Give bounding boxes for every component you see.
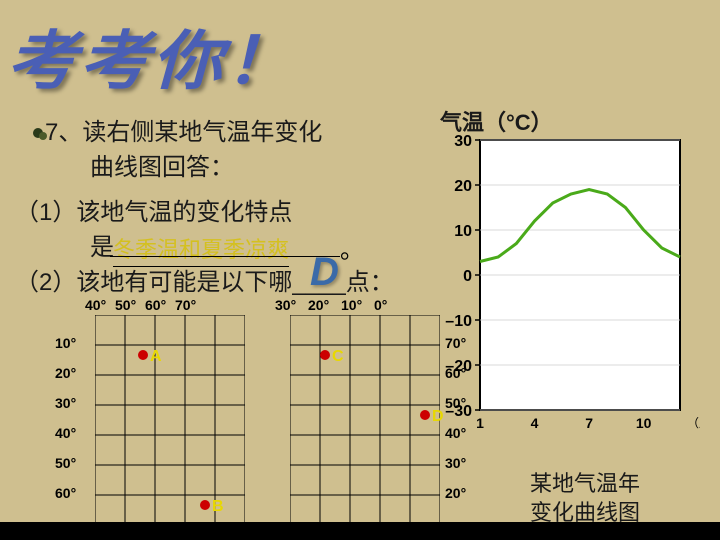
grid1-top-label: 70° bbox=[175, 297, 196, 313]
question-line-3: （1）该地气温的变化特点 bbox=[15, 195, 292, 231]
grid1-left-label: 60° bbox=[55, 485, 76, 501]
grid1-left-label: 20° bbox=[55, 365, 76, 381]
answer-1: 冬季温和夏季凉爽 bbox=[113, 232, 289, 267]
grid1-top-label: 40° bbox=[85, 297, 106, 313]
grid2-right-label: 20° bbox=[445, 485, 466, 501]
grid1-top-label: 60° bbox=[145, 297, 166, 313]
svg-text:30: 30 bbox=[454, 135, 472, 150]
grid1-left-label: 50° bbox=[55, 455, 76, 471]
map-point-b bbox=[200, 500, 210, 510]
grid2-right-label: 40° bbox=[445, 425, 466, 441]
map-point-d bbox=[420, 410, 430, 420]
map-label-b: B bbox=[212, 498, 224, 516]
question-line-4: 是 bbox=[90, 230, 114, 266]
svg-text:1: 1 bbox=[476, 415, 484, 431]
grid2-right-label: 50° bbox=[445, 395, 466, 411]
temperature-chart: 3020100–10–20–30 14710 （月） bbox=[440, 135, 700, 435]
svg-text:10: 10 bbox=[454, 223, 472, 240]
grid2-right-label: 30° bbox=[445, 455, 466, 471]
chart-caption: 某地气温年 变化曲线图 bbox=[530, 470, 640, 527]
bottom-bar bbox=[0, 522, 720, 540]
temp-chart-svg: 3020100–10–20–30 14710 （月） bbox=[440, 135, 700, 445]
svg-text:20: 20 bbox=[454, 178, 472, 195]
svg-text:7: 7 bbox=[585, 415, 593, 431]
map-label-d: D bbox=[432, 408, 444, 426]
grid1-left-label: 30° bbox=[55, 395, 76, 411]
map-point-a bbox=[138, 350, 148, 360]
answer-1-underline bbox=[110, 256, 340, 257]
grid2-top-label: 20° bbox=[308, 297, 329, 313]
svg-text:4: 4 bbox=[531, 415, 539, 431]
grid2-right-label: 60° bbox=[445, 365, 466, 381]
grid2-top-label: 0° bbox=[374, 297, 387, 313]
slide-title: 考考你！ bbox=[7, 10, 297, 102]
chart-axis-title: 气温（°C） bbox=[440, 105, 553, 137]
map-label-c: C bbox=[332, 348, 344, 366]
map-grid-2 bbox=[290, 315, 440, 540]
svg-text:10: 10 bbox=[636, 415, 652, 431]
svg-text:0: 0 bbox=[463, 268, 472, 285]
grid1-left-label: 10° bbox=[55, 335, 76, 351]
map-point-c bbox=[320, 350, 330, 360]
q4-suffix: 。 bbox=[340, 230, 364, 265]
svg-text:–10: –10 bbox=[445, 313, 472, 330]
grid2-top-label: 10° bbox=[341, 297, 362, 313]
map-label-a: A bbox=[150, 348, 162, 366]
svg-text:（月）: （月） bbox=[687, 416, 700, 430]
grid2-right-label: 70° bbox=[445, 335, 466, 351]
question-line-1: 7、读右侧某地气温年变化 bbox=[45, 115, 322, 151]
grid1-left-label: 40° bbox=[55, 425, 76, 441]
grid1-top-label: 50° bbox=[115, 297, 136, 313]
answer-2: D bbox=[310, 250, 339, 295]
question-line-2: 曲线图回答： bbox=[90, 150, 234, 186]
chart-caption-l1: 某地气温年 bbox=[530, 470, 640, 499]
grid2-top-label: 30° bbox=[275, 297, 296, 313]
